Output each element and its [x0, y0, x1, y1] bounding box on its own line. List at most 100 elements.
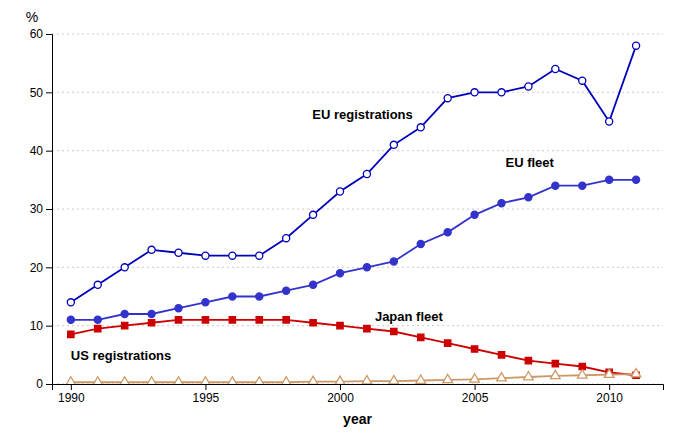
tick: 20	[30, 261, 52, 275]
tick-mark	[46, 384, 52, 385]
marker	[310, 320, 316, 326]
marker	[202, 252, 209, 259]
marker	[336, 188, 343, 195]
series-label: US registrations	[71, 348, 171, 363]
tick-label: 10	[30, 319, 44, 333]
marker	[577, 370, 587, 378]
marker	[95, 325, 101, 331]
marker	[175, 305, 182, 312]
marks	[66, 42, 641, 384]
marker	[552, 360, 558, 366]
tick-mark	[46, 92, 52, 93]
marker	[364, 325, 370, 331]
marker	[283, 317, 289, 323]
marker	[606, 176, 613, 183]
tick-label: 2000	[327, 391, 354, 405]
marker	[256, 293, 263, 300]
marker	[633, 42, 640, 49]
x-axis-title: year	[343, 411, 372, 427]
marker	[308, 376, 318, 384]
series-label: EU fleet	[506, 155, 555, 170]
y-axis: 0 10 20 30 40 50 60	[30, 27, 53, 391]
marker	[229, 293, 236, 300]
marker	[579, 182, 586, 189]
tick-label: 40	[30, 144, 44, 158]
grid-line	[52, 92, 663, 93]
tick: 2005	[462, 384, 489, 405]
marker	[417, 240, 424, 247]
plot-area: 199019952000200520100102030405060EU regi…	[30, 27, 664, 404]
tick-mark	[46, 209, 52, 210]
marker	[551, 370, 561, 378]
marker	[363, 264, 370, 271]
marker	[335, 376, 345, 384]
tick: 0	[36, 377, 52, 391]
series-label: Japan fleet	[375, 309, 444, 324]
tick-mark	[71, 384, 72, 390]
line	[71, 46, 636, 303]
marker	[389, 376, 399, 384]
marker	[633, 176, 640, 183]
marker	[444, 229, 451, 236]
y-axis-title: %	[26, 9, 38, 25]
marker	[631, 369, 641, 377]
marker	[470, 374, 480, 382]
marker	[471, 89, 478, 96]
marker	[606, 118, 613, 125]
markers	[66, 369, 641, 384]
marker	[444, 95, 451, 102]
series-labels: EU registrationsEU fleetJapan fleetUS re…	[71, 107, 555, 363]
grid-line	[52, 34, 663, 35]
axis-line	[53, 385, 664, 391]
marker	[445, 340, 451, 346]
markers	[67, 176, 639, 323]
marker	[604, 369, 614, 377]
tick-label: 2005	[462, 391, 489, 405]
marker	[148, 246, 155, 253]
axis-line	[46, 35, 53, 385]
tick-label: 1995	[193, 391, 220, 405]
marker	[471, 211, 478, 218]
marker	[471, 346, 477, 352]
marker	[363, 170, 370, 177]
line	[71, 180, 636, 320]
tick-mark	[46, 326, 52, 327]
marker	[94, 281, 101, 288]
grid-line	[52, 150, 663, 151]
marker	[498, 89, 505, 96]
marker	[175, 249, 182, 256]
tick: 10	[30, 319, 52, 333]
tick-mark	[46, 151, 52, 152]
marker	[310, 211, 317, 218]
marker	[498, 352, 504, 358]
marker	[552, 182, 559, 189]
marker	[416, 375, 426, 383]
tick-mark	[205, 384, 206, 390]
marker	[201, 377, 211, 384]
marker	[67, 316, 74, 323]
tick: 2000	[327, 384, 354, 405]
marker	[93, 377, 103, 384]
tick-label: 0	[36, 377, 43, 391]
marker	[391, 328, 397, 334]
grid	[52, 34, 663, 384]
tick: 50	[30, 86, 52, 100]
marker	[283, 287, 290, 294]
marker	[202, 299, 209, 306]
marker	[417, 124, 424, 131]
chart: 199019952000200520100102030405060EU regi…	[0, 0, 685, 434]
marker	[202, 317, 208, 323]
marker	[148, 320, 154, 326]
marker	[148, 310, 155, 317]
tick-label: 60	[30, 27, 44, 41]
marker	[67, 299, 74, 306]
tick-mark	[46, 34, 52, 35]
tick-label: 20	[30, 261, 44, 275]
tick: 40	[30, 144, 52, 158]
marker	[120, 377, 130, 384]
marker	[525, 194, 532, 201]
marker	[68, 331, 74, 337]
tick: 30	[30, 202, 52, 216]
marker	[310, 281, 317, 288]
tick-mark	[475, 384, 476, 390]
